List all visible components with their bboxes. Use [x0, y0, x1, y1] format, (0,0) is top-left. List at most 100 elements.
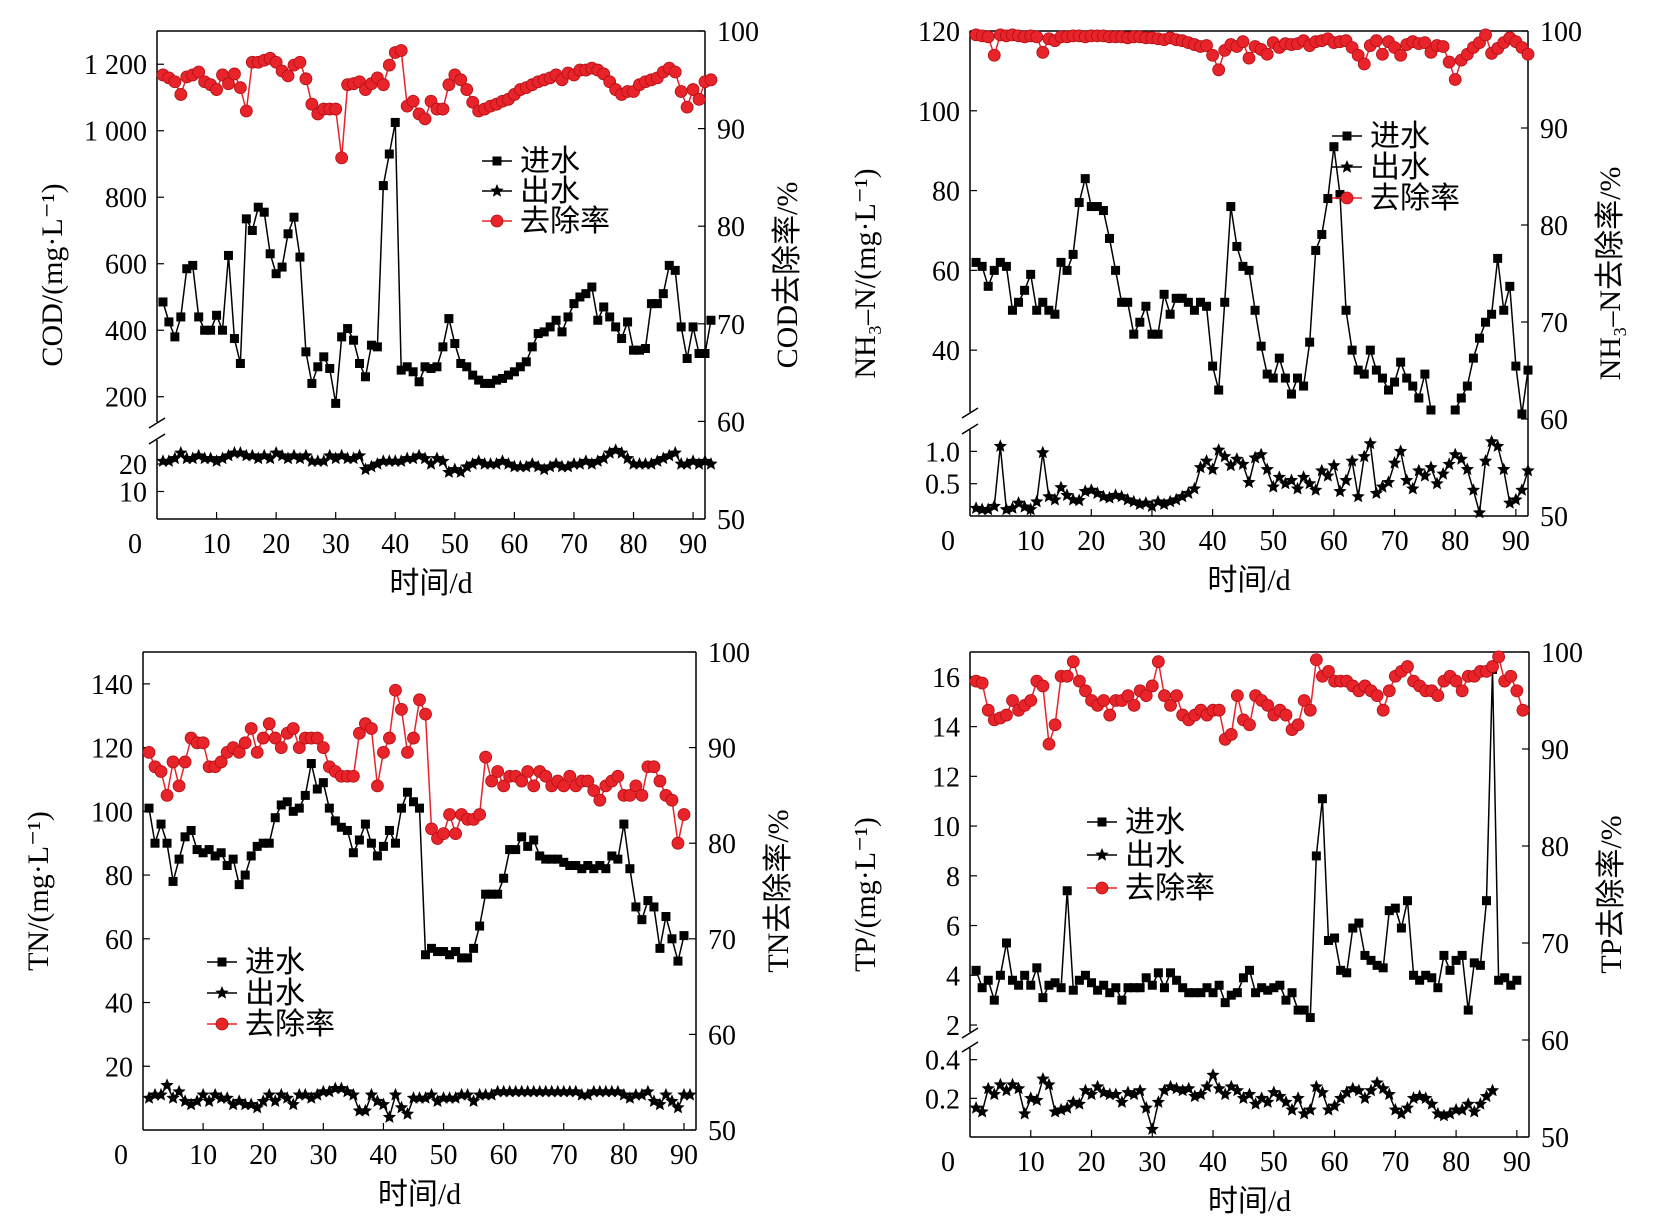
data-point	[1511, 361, 1521, 371]
data-point	[1420, 369, 1430, 379]
y2-tick-label: 70	[717, 310, 745, 341]
data-point	[680, 100, 694, 114]
data-point	[543, 459, 557, 473]
data-point	[1224, 728, 1238, 741]
data-point	[324, 803, 334, 813]
data-point	[1127, 698, 1141, 712]
data-point	[234, 880, 244, 890]
legend-marker	[215, 986, 229, 999]
data-point	[208, 1087, 222, 1101]
data-point	[553, 854, 563, 864]
data-point	[1376, 47, 1389, 61]
data-point	[1060, 1101, 1074, 1114]
data-point	[1396, 923, 1406, 933]
data-point	[535, 851, 545, 861]
data-point	[1145, 499, 1159, 512]
data-point	[436, 102, 450, 116]
data-point	[394, 1100, 409, 1114]
data-point	[341, 451, 355, 465]
data-point	[527, 779, 541, 793]
data-point	[192, 845, 202, 855]
data-point	[164, 317, 174, 327]
x-tick-label: 30	[322, 529, 350, 560]
data-point	[486, 378, 496, 388]
data-point	[1139, 689, 1153, 703]
data-point	[1214, 385, 1224, 395]
data-point	[629, 345, 639, 355]
data-point	[595, 861, 605, 871]
y2-tick-label: 100	[1541, 638, 1583, 669]
data-point	[1348, 923, 1358, 933]
data-point	[378, 841, 388, 851]
data-point	[1415, 975, 1425, 985]
data-point	[1381, 475, 1396, 489]
data-point	[1182, 1081, 1196, 1095]
data-point	[1005, 501, 1020, 514]
data-point	[1401, 660, 1414, 673]
data-point	[664, 260, 674, 270]
x-tick-label: 20	[1077, 526, 1105, 557]
y-tick-label: 0.4	[925, 1046, 960, 1077]
data-point	[1006, 694, 1019, 707]
data-point	[1261, 1095, 1275, 1108]
data-point	[1327, 1099, 1342, 1112]
data-point	[563, 312, 573, 322]
data-point	[1315, 1085, 1330, 1099]
data-point	[280, 1091, 294, 1104]
data-point	[256, 1094, 270, 1107]
data-point	[634, 345, 644, 355]
data-point	[581, 1087, 595, 1101]
data-point	[210, 83, 223, 96]
legend-label: 出水	[1370, 151, 1430, 184]
data-point	[593, 1084, 607, 1098]
data-point	[1515, 483, 1529, 496]
legend-marker	[1095, 881, 1109, 895]
x-tick-label: 70	[550, 1140, 578, 1171]
data-point	[1352, 1083, 1366, 1097]
data-point	[1394, 444, 1408, 457]
data-point	[1072, 493, 1086, 507]
data-point	[1026, 980, 1036, 990]
data-point	[186, 825, 196, 835]
x-tick-label: 90	[1503, 1147, 1531, 1178]
data-point	[360, 372, 370, 382]
data-point	[466, 95, 480, 109]
data-point	[316, 741, 330, 754]
y-tick-label: 120	[918, 17, 960, 48]
data-point	[615, 446, 629, 459]
y2-tick-label: 90	[717, 115, 745, 146]
data-point	[210, 851, 220, 861]
data-point	[1360, 950, 1370, 960]
data-point	[252, 841, 262, 851]
data-point	[238, 736, 252, 750]
data-point	[1311, 851, 1321, 861]
data-point	[172, 1084, 186, 1098]
x-tick-label: 60	[1320, 526, 1348, 557]
data-point	[352, 726, 366, 740]
data-point	[1504, 669, 1518, 683]
legend-marker	[492, 156, 502, 166]
data-point	[515, 362, 525, 372]
data-point	[448, 1091, 463, 1104]
data-point	[1193, 460, 1208, 474]
data-point	[1433, 983, 1443, 993]
data-point	[162, 838, 172, 848]
tp-panel: 10 20 30 40 50 60 70 80 90 0 时间/d 2 4 6 8 10 12 14 16 0.2 0.…	[849, 638, 1628, 1218]
data-point	[1353, 365, 1363, 375]
y2-tick-label: 60	[1541, 1026, 1569, 1057]
data-point	[619, 819, 629, 829]
data-point	[1454, 452, 1468, 465]
data-point	[396, 365, 406, 375]
data-point	[160, 789, 174, 802]
data-point	[451, 947, 461, 957]
data-point	[418, 112, 432, 126]
data-point	[269, 446, 283, 459]
data-point	[295, 252, 305, 262]
data-point	[443, 808, 456, 821]
data-point	[1506, 980, 1516, 990]
data-point	[158, 297, 168, 307]
data-point	[1365, 345, 1375, 355]
data-point	[1421, 970, 1431, 980]
data-point	[497, 373, 507, 383]
data-point	[640, 344, 650, 354]
